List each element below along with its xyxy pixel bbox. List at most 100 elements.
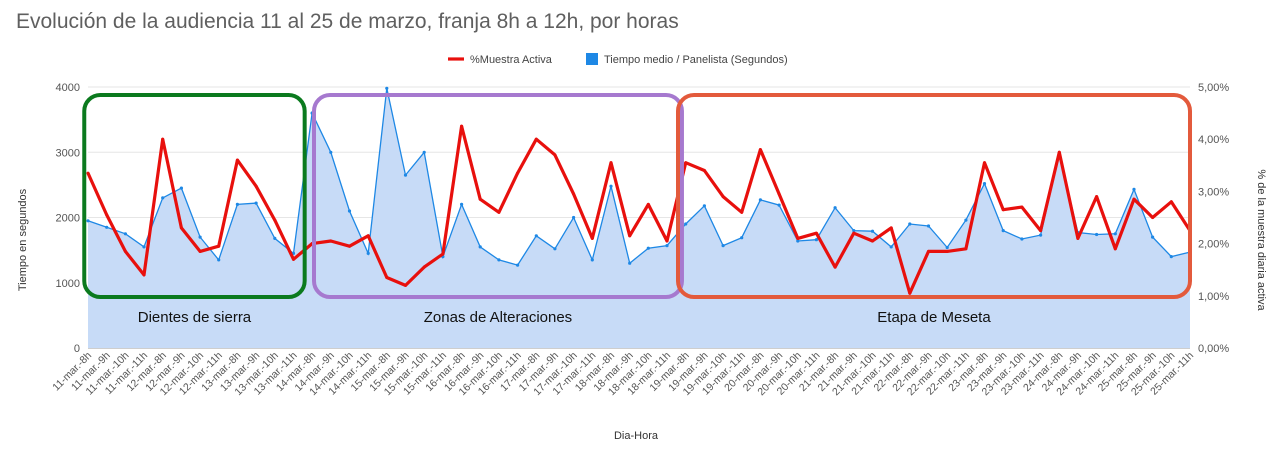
area-point bbox=[1001, 229, 1005, 233]
percent-point bbox=[945, 249, 949, 253]
percent-point bbox=[198, 249, 202, 253]
percent-point bbox=[590, 236, 594, 240]
area-point bbox=[273, 236, 277, 240]
chart-title: Evolución de la audiencia 11 al 25 de ma… bbox=[16, 10, 679, 33]
percent-point bbox=[665, 239, 669, 243]
area-point bbox=[628, 261, 632, 265]
percent-point bbox=[609, 161, 613, 165]
percent-point bbox=[86, 171, 90, 175]
area-point bbox=[852, 229, 856, 233]
area-point bbox=[1113, 232, 1117, 236]
area-point bbox=[833, 206, 837, 210]
y-tick-label: 2000 bbox=[56, 213, 80, 225]
percent-point bbox=[964, 247, 968, 251]
y2-tick-label: 0,00% bbox=[1198, 343, 1229, 355]
area-point bbox=[422, 150, 426, 154]
percent-point bbox=[366, 234, 370, 238]
percent-point bbox=[983, 161, 986, 165]
area-point bbox=[1151, 235, 1155, 239]
area-point bbox=[721, 244, 725, 248]
percent-point bbox=[1169, 200, 1173, 204]
annotation-box bbox=[312, 93, 684, 299]
y-tick-label: 0 bbox=[74, 343, 80, 355]
area-point bbox=[684, 222, 688, 226]
legend-area-swatch bbox=[586, 53, 598, 65]
area-point bbox=[1020, 237, 1024, 241]
area-point bbox=[403, 173, 408, 177]
area-point bbox=[553, 247, 557, 251]
y2-axis-title: % de la muestra diaria activa bbox=[1255, 169, 1267, 311]
area-point bbox=[740, 236, 744, 240]
area-point bbox=[964, 218, 968, 222]
y2-tick-label: 2,00% bbox=[1198, 239, 1229, 251]
percent-point bbox=[646, 202, 650, 206]
percent-point bbox=[1113, 247, 1117, 251]
area-point bbox=[366, 251, 370, 255]
area-point bbox=[1132, 187, 1136, 191]
percent-point bbox=[833, 265, 837, 269]
percent-point bbox=[871, 239, 874, 243]
percent-point bbox=[721, 195, 725, 199]
area-point bbox=[347, 209, 352, 213]
area-point bbox=[385, 86, 389, 90]
area-point bbox=[777, 203, 781, 207]
percent-series-line bbox=[86, 124, 1192, 295]
y2-tick-label: 4,00% bbox=[1198, 134, 1229, 146]
area-point bbox=[478, 245, 482, 249]
percent-point bbox=[329, 239, 333, 243]
percent-point bbox=[348, 244, 351, 248]
area-point bbox=[814, 238, 819, 242]
percent-point bbox=[1132, 197, 1136, 201]
area-point bbox=[982, 182, 987, 186]
y-tick-label: 3000 bbox=[56, 147, 80, 159]
percent-point bbox=[889, 226, 893, 230]
percent-point bbox=[235, 158, 239, 162]
legend-label: Tiempo medio / Panelista (Segundos) bbox=[604, 54, 788, 66]
area-point bbox=[142, 245, 146, 249]
percent-point bbox=[852, 231, 856, 235]
area-point bbox=[665, 244, 669, 248]
y-tick-label: 4000 bbox=[56, 82, 80, 94]
percent-point bbox=[796, 236, 800, 240]
area-point bbox=[105, 225, 109, 229]
percent-point bbox=[478, 197, 482, 201]
area-point bbox=[702, 204, 707, 208]
area-point bbox=[870, 229, 875, 233]
area-point bbox=[161, 196, 165, 200]
y2-tick-label: 3,00% bbox=[1198, 186, 1229, 198]
percent-point bbox=[534, 137, 538, 141]
area-point bbox=[1039, 233, 1043, 237]
percent-point bbox=[1076, 236, 1080, 240]
line-series bbox=[86, 124, 1192, 295]
area-series-line bbox=[87, 88, 1191, 266]
percent-point bbox=[105, 213, 109, 217]
percent-point bbox=[1039, 229, 1043, 233]
area-point bbox=[460, 202, 464, 206]
area-point bbox=[516, 263, 520, 267]
percent-point bbox=[908, 291, 912, 295]
percent-point bbox=[161, 137, 165, 141]
area-point bbox=[889, 245, 893, 249]
area-point bbox=[1095, 232, 1099, 237]
area-point bbox=[329, 150, 333, 154]
area-point bbox=[497, 258, 501, 262]
percent-point bbox=[740, 210, 744, 214]
percent-point bbox=[702, 169, 706, 172]
area-point bbox=[796, 239, 800, 243]
area-point bbox=[86, 219, 90, 223]
area-point bbox=[646, 246, 650, 250]
legend: %Muestra Activa Tiempo medio / Panelista … bbox=[448, 53, 788, 66]
percent-point bbox=[814, 231, 818, 235]
percent-point bbox=[497, 210, 501, 214]
percent-point bbox=[460, 124, 464, 128]
annotation-label: Etapa de Meseta bbox=[877, 309, 991, 326]
area-point bbox=[926, 224, 931, 228]
percent-point bbox=[179, 226, 183, 230]
annotation-box bbox=[676, 93, 1192, 299]
percent-point bbox=[441, 252, 445, 256]
percent-point bbox=[254, 184, 258, 188]
area-point bbox=[123, 232, 127, 236]
percent-point bbox=[758, 148, 762, 152]
percent-point bbox=[1095, 195, 1099, 199]
